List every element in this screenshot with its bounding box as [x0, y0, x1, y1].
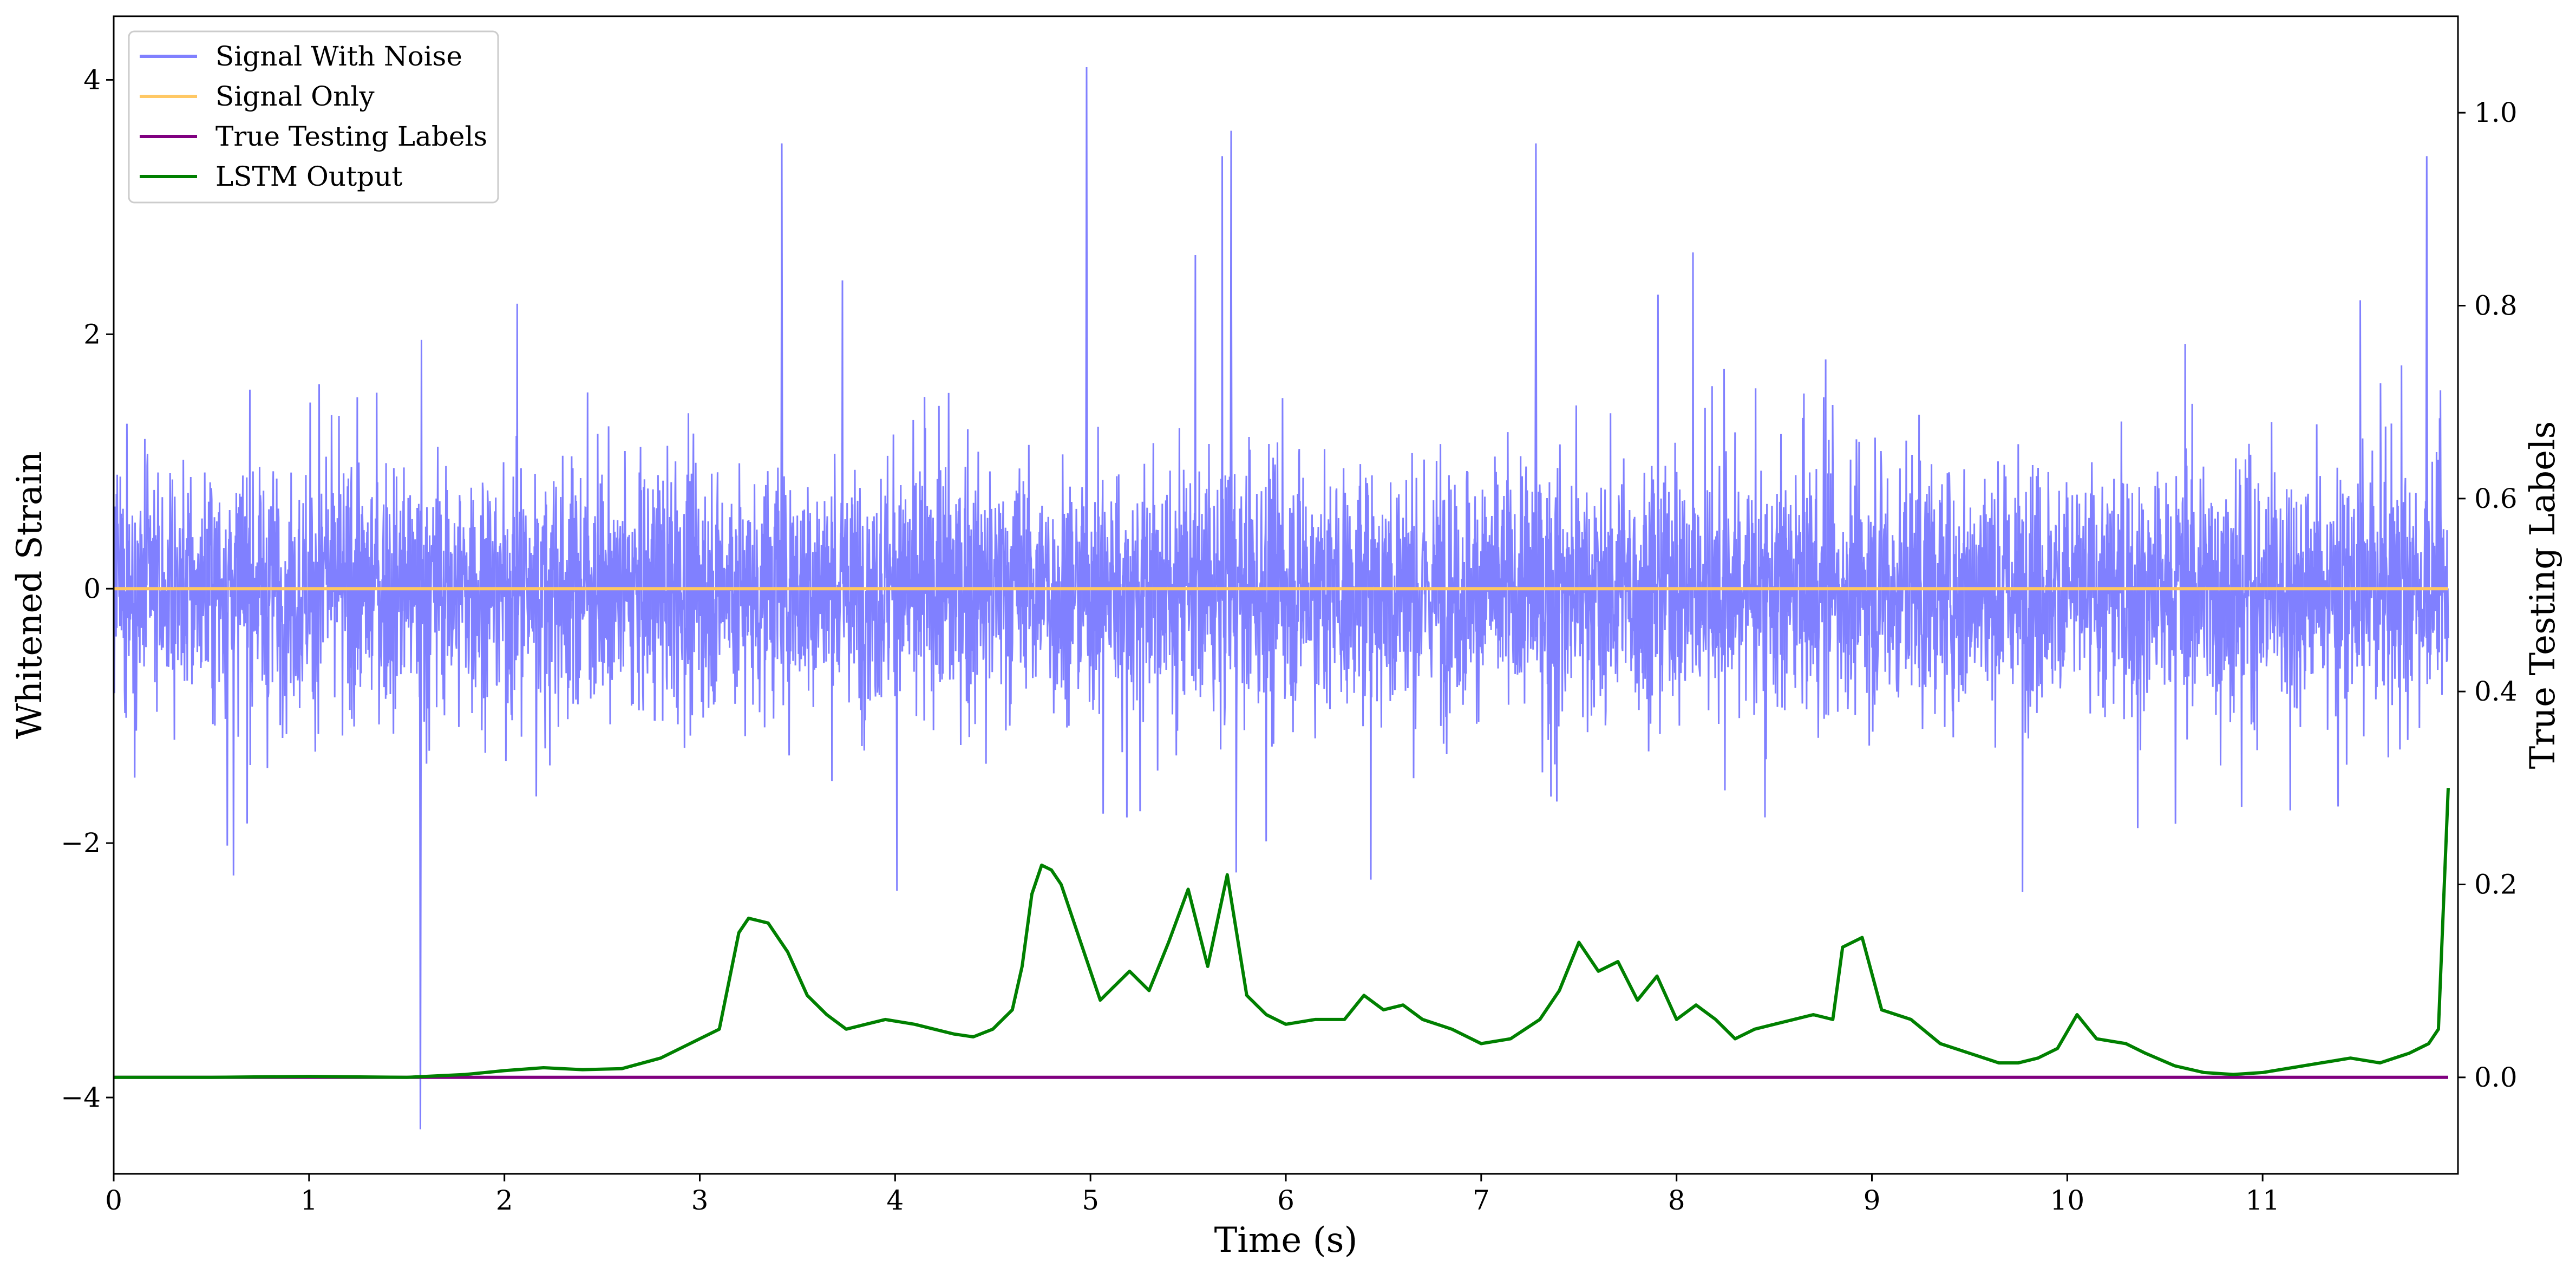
legend-entry-signal-with-noise: Signal With Noise — [215, 41, 462, 72]
legend-box — [128, 30, 499, 204]
y-axis-left-title: Whitened Strain — [10, 451, 50, 739]
y-right-tick-label: 0.4 — [2474, 676, 2518, 707]
x-tick-label: 9 — [1864, 1185, 1881, 1216]
x-tick-label: 6 — [1277, 1185, 1294, 1216]
x-tick-label: 1 — [300, 1185, 318, 1216]
y-axis-left: −4 −2 0 2 4 — [61, 64, 114, 1113]
y-right-tick-label: 0.2 — [2474, 869, 2518, 900]
x-tick-label: 11 — [2245, 1185, 2280, 1216]
x-tick-label: 3 — [691, 1185, 709, 1216]
y-right-tick-label: 0.6 — [2474, 483, 2518, 514]
x-tick-label: 7 — [1473, 1185, 1490, 1216]
y-right-tick-label: 0.0 — [2474, 1062, 2518, 1093]
lstm-output-line — [114, 788, 2450, 1079]
x-tick-label: 0 — [105, 1185, 122, 1216]
y-left-tick-label: −2 — [61, 827, 101, 859]
y-right-tick-label: 0.8 — [2474, 290, 2518, 322]
legend-entry-true-testing-labels: True Testing Labels — [215, 121, 487, 152]
y-left-tick-label: 4 — [83, 64, 101, 95]
x-axis-title: Time (s) — [1214, 1220, 1358, 1260]
x-tick-label: 10 — [2050, 1185, 2085, 1216]
signal-with-noise-line — [114, 67, 2449, 1129]
y-left-tick-label: −4 — [61, 1082, 101, 1113]
x-tick-label: 2 — [496, 1185, 513, 1216]
x-tick-label: 8 — [1668, 1185, 1685, 1216]
x-tick-label: 4 — [886, 1185, 904, 1216]
y-left-tick-label: 0 — [83, 573, 101, 604]
y-left-tick-label: 2 — [83, 318, 101, 350]
signal-with-noise-series — [114, 67, 2449, 1129]
legend-entry-signal-only: Signal Only — [215, 81, 375, 112]
y-right-tick-label: 1.0 — [2474, 97, 2518, 128]
x-tick-label: 5 — [1082, 1185, 1099, 1216]
y-axis-right-title: True Testing Labels — [2523, 421, 2563, 769]
legend-entry-lstm-output: LSTM Output — [215, 161, 402, 192]
y-axis-right: 0.0 0.2 0.4 0.6 0.8 1.0 — [2458, 97, 2518, 1093]
line-series-layer — [114, 587, 2450, 1079]
legend: Signal With Noise Signal Only True Testing… — [128, 30, 499, 204]
x-axis: 0 1 2 3 4 5 6 7 8 9 10 11 — [105, 1174, 2280, 1216]
